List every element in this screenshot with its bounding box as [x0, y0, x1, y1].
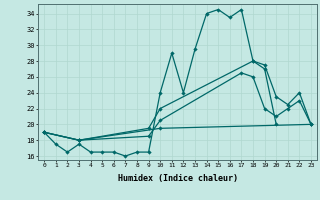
X-axis label: Humidex (Indice chaleur): Humidex (Indice chaleur) [118, 174, 238, 183]
